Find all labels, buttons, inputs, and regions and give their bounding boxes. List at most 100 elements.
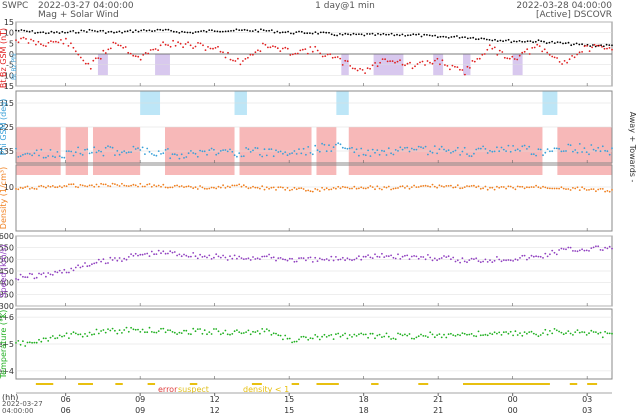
speed-point: [291, 257, 293, 260]
phi-point: [141, 146, 144, 149]
speed-point: [431, 259, 434, 262]
temperature-point: [217, 330, 220, 333]
temperature-point: [45, 337, 47, 340]
phi-point: [254, 147, 257, 149]
bz-point: [521, 51, 524, 54]
temperature-point: [608, 332, 611, 335]
density-point: [611, 189, 613, 191]
phi-point: [111, 146, 114, 149]
phi-point: [456, 146, 459, 149]
density-point: [406, 185, 409, 188]
phi-point: [500, 146, 503, 149]
phi-point: [288, 153, 291, 155]
bt-point: [295, 31, 298, 33]
phi-point: [542, 154, 544, 157]
phi-point: [180, 153, 183, 156]
bz-point: [209, 47, 212, 50]
bz-point: [164, 43, 167, 46]
speed-point: [440, 257, 443, 259]
speed-point: [84, 262, 86, 264]
density-point: [199, 185, 202, 187]
bz-point: [84, 62, 87, 65]
speed-point: [33, 277, 36, 280]
density-point: [194, 186, 197, 189]
speed-point: [63, 268, 66, 271]
phi-point: [305, 153, 307, 156]
bt-point: [374, 34, 377, 36]
x-tick-label-lower: 12: [210, 406, 220, 415]
temperature-point: [196, 328, 199, 330]
bt-point: [159, 28, 162, 31]
density-point: [249, 187, 252, 189]
bt-point: [570, 44, 573, 47]
temperature-point: [307, 338, 310, 341]
speed-point: [422, 256, 425, 258]
temperature-point: [339, 335, 342, 338]
temperature-point: [369, 332, 372, 335]
phi-point: [445, 150, 448, 153]
temperature-point: [206, 333, 208, 336]
bz-point: [301, 48, 304, 51]
speed-point: [311, 261, 314, 263]
bz-point: [27, 42, 30, 44]
speed-point: [17, 278, 20, 281]
temperature-point: [86, 335, 89, 337]
speed-point: [496, 256, 498, 258]
phi-point: [102, 154, 105, 157]
temperature-point: [192, 327, 195, 330]
speed-point: [475, 257, 478, 260]
density-point: [526, 186, 528, 189]
phi-point: [56, 151, 59, 153]
density-point: [328, 188, 330, 191]
phi-point: [599, 150, 602, 153]
bt-point: [358, 33, 360, 35]
density-point: [109, 185, 112, 188]
density-point: [523, 187, 526, 190]
temperature-point: [588, 332, 590, 335]
density-point: [233, 184, 236, 187]
phi-point: [194, 152, 197, 155]
flag-density-segment: [463, 383, 550, 385]
bt-point: [472, 36, 475, 39]
bt-point: [551, 40, 553, 43]
bt-point: [360, 33, 363, 36]
density-point: [254, 186, 257, 189]
bz-point: [274, 45, 277, 48]
bz-point: [286, 47, 289, 50]
speed-point: [38, 272, 40, 275]
speed-point: [236, 257, 238, 260]
phi-point: [169, 157, 172, 160]
temperature-point: [583, 331, 586, 334]
bz-point: [561, 63, 563, 65]
phi-point: [374, 151, 376, 154]
temperature-point: [555, 329, 558, 332]
speed-point: [121, 260, 123, 262]
speed-point: [254, 258, 257, 260]
bt-point: [200, 30, 203, 32]
bt-point: [132, 31, 134, 34]
phi-point: [516, 148, 519, 151]
bz-point: [553, 56, 556, 59]
temperature-point: [544, 328, 547, 331]
temperature-point: [611, 332, 613, 335]
speed-point: [417, 257, 420, 260]
flag-suspect-label: suspect: [178, 385, 209, 394]
temperature-point: [157, 330, 160, 332]
speed-point: [346, 257, 349, 260]
bz-point: [366, 67, 369, 70]
bz-point: [406, 62, 409, 65]
bz-y-tick: 10: [4, 29, 14, 38]
speed-points: [15, 245, 613, 281]
density-point: [427, 185, 429, 188]
phi-point: [367, 149, 369, 152]
phi-point: [394, 149, 397, 151]
flag-density-segment: [371, 383, 379, 385]
bz-point: [37, 40, 40, 43]
speed-point: [176, 254, 179, 257]
temperature-point: [328, 334, 330, 337]
temperature-point: [415, 336, 418, 339]
density-point: [394, 187, 397, 190]
phi-point: [590, 144, 593, 146]
phi-point: [291, 152, 293, 155]
bt-point: [415, 33, 417, 36]
